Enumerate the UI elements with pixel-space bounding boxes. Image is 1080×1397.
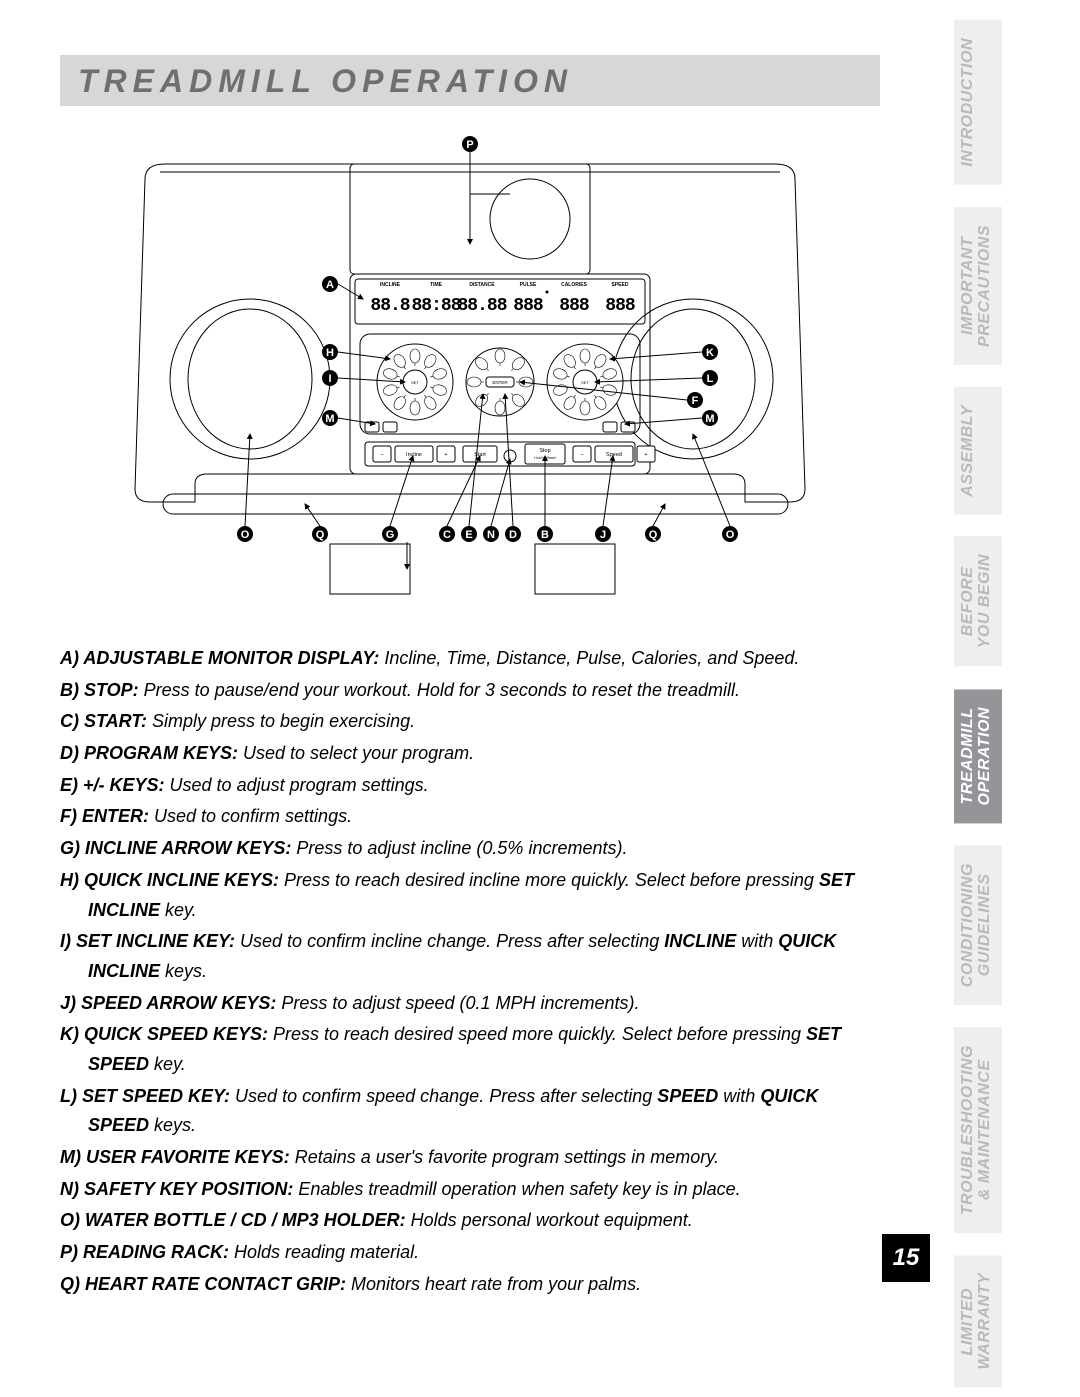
description-item: K) QUICK SPEED KEYS: Press to reach desi…	[60, 1020, 880, 1079]
svg-text:INCLINE: INCLINE	[380, 282, 401, 288]
incline-button-label: Incline	[406, 452, 422, 458]
svg-text:M: M	[705, 413, 714, 425]
svg-text:PULSE: PULSE	[520, 282, 537, 288]
svg-text:DISTANCE: DISTANCE	[469, 282, 495, 288]
section-tab[interactable]: CONDITIONING GUIDELINES	[954, 845, 1002, 1005]
description-item: I) SET INCLINE KEY: Used to confirm incl…	[60, 927, 880, 986]
svg-text:N: N	[487, 529, 495, 541]
description-item: J) SPEED ARROW KEYS: Press to adjust spe…	[60, 989, 880, 1019]
console-diagram: INCLINE 88.8 TIME 88:88 DISTANCE 88.88 PULSE 88…	[105, 134, 835, 614]
description-item: D) PROGRAM KEYS: Used to select your pro…	[60, 739, 880, 769]
description-item: M) USER FAVORITE KEYS: Retains a user's …	[60, 1143, 880, 1173]
set-speed-label: SET	[581, 380, 589, 385]
svg-text:888: 888	[559, 296, 589, 316]
svg-text:Q: Q	[649, 529, 658, 541]
section-tabs: INTRODUCTION IMPORTANT PRECAUTIONS ASSEMBL…	[954, 20, 1002, 1388]
svg-text:88.88: 88.88	[457, 296, 506, 316]
section-tab[interactable]: INTRODUCTION	[954, 20, 1002, 185]
description-item: N) SAFETY KEY POSITION: Enables treadmil…	[60, 1175, 880, 1205]
svg-text:A: A	[326, 279, 334, 291]
svg-text:H: H	[326, 347, 334, 359]
svg-text:B: B	[541, 529, 549, 541]
svg-text:SPEED: SPEED	[612, 282, 629, 288]
section-tab[interactable]: ASSEMBLY	[954, 387, 1002, 515]
svg-text:L: L	[707, 373, 714, 385]
description-item: P) READING RACK: Holds reading material.	[60, 1238, 880, 1268]
description-item: F) ENTER: Used to confirm settings.	[60, 802, 880, 832]
section-tab[interactable]: TROUBLESHOOTING & MAINTENANCE	[954, 1027, 1002, 1233]
description-item: L) SET SPEED KEY: Used to confirm speed …	[60, 1082, 880, 1141]
svg-text:888: 888	[513, 296, 543, 316]
svg-text:O: O	[241, 529, 250, 541]
enter-button-label: ENTER	[492, 380, 508, 385]
page-number: 15	[882, 1234, 930, 1282]
svg-text:88.8: 88.8	[370, 296, 409, 316]
stop-button-label: Stop	[539, 448, 550, 454]
svg-text:J: J	[600, 529, 606, 541]
page-title: TREADMILL OPERATION	[78, 63, 862, 100]
svg-text:888: 888	[605, 296, 635, 316]
title-band: TREADMILL OPERATION	[60, 55, 880, 106]
description-item: B) STOP: Press to pause/end your workout…	[60, 676, 880, 706]
description-item: Q) HEART RATE CONTACT GRIP: Monitors hea…	[60, 1270, 880, 1300]
svg-text:D: D	[509, 529, 517, 541]
svg-text:F: F	[692, 395, 699, 407]
svg-text:−: −	[380, 452, 383, 458]
svg-text:CALORIES: CALORIES	[561, 282, 588, 288]
svg-text:88:88: 88:88	[411, 296, 460, 316]
svg-text:I: I	[328, 373, 331, 385]
description-item: E) +/- KEYS: Used to adjust program sett…	[60, 771, 880, 801]
svg-text:TIME: TIME	[430, 282, 443, 288]
set-incline-label: SET	[411, 380, 419, 385]
description-item: H) QUICK INCLINE KEYS: Press to reach de…	[60, 866, 880, 925]
description-item: C) START: Simply press to begin exercisi…	[60, 707, 880, 737]
svg-text:O: O	[726, 529, 735, 541]
svg-text:E: E	[465, 529, 472, 541]
description-item: O) WATER BOTTLE / CD / MP3 HOLDER: Holds…	[60, 1206, 880, 1236]
svg-text:K: K	[706, 347, 714, 359]
svg-text:C: C	[443, 529, 451, 541]
description-item: G) INCLINE ARROW KEYS: Press to adjust i…	[60, 834, 880, 864]
svg-text:−: −	[580, 452, 583, 458]
svg-text:P: P	[466, 139, 473, 151]
section-tab[interactable]: IMPORTANT PRECAUTIONS	[954, 207, 1002, 365]
section-tab[interactable]: BEFORE YOU BEGIN	[954, 536, 1002, 666]
page-content: TREADMILL OPERATION	[60, 55, 880, 1301]
svg-text:+: +	[644, 452, 647, 458]
svg-text:M: M	[325, 413, 334, 425]
speed-button-label: Speed	[606, 452, 622, 458]
svg-text:+: +	[444, 452, 447, 458]
section-tab[interactable]: LIMITED WARRANTY	[954, 1255, 1002, 1387]
section-tab[interactable]: TREADMILL OPERATION	[954, 689, 1002, 823]
description-list: A) ADJUSTABLE MONITOR DISPLAY: Incline, …	[60, 644, 880, 1299]
description-item: A) ADJUSTABLE MONITOR DISPLAY: Incline, …	[60, 644, 880, 674]
svg-text:Q: Q	[316, 529, 325, 541]
svg-text:G: G	[386, 529, 395, 541]
